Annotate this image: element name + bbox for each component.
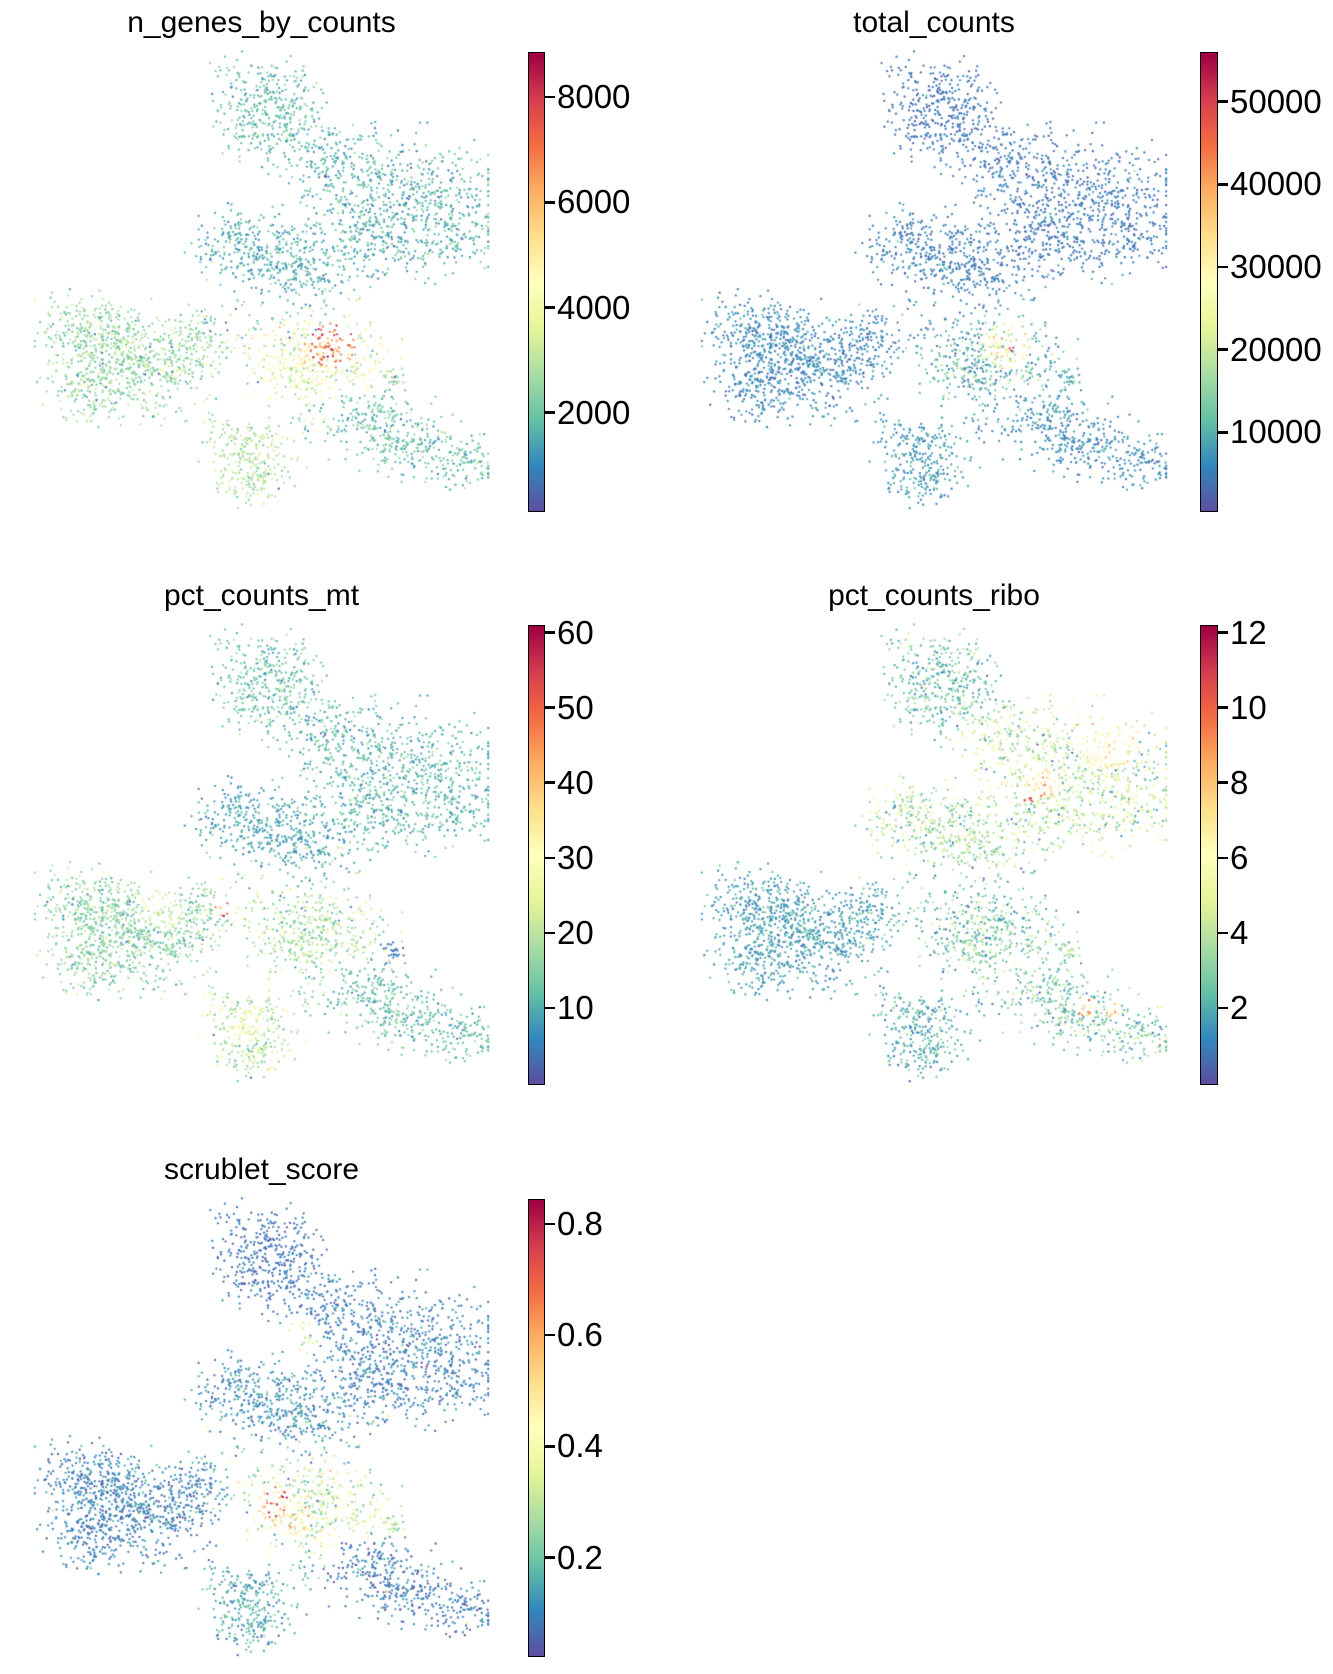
colorbar-tick	[545, 1222, 555, 1226]
colorbar-tick-label: 50000	[1230, 82, 1322, 120]
panel-scrublet-score: scrublet_score 0.2 0.4 0.6 0.8	[0, 1147, 666, 1674]
colorbar-tick-label: 40	[557, 763, 594, 801]
panel-pct-counts-mt: pct_counts_mt 10 20 30 40 50 60	[0, 573, 666, 1146]
umap-scatter-canvas	[700, 48, 1168, 510]
colorbar-tick	[545, 706, 555, 709]
colorbar-tick-label: 10	[1230, 688, 1267, 726]
colorbar-tick	[545, 306, 555, 309]
colorbar-tick	[545, 1445, 555, 1448]
colorbar-gradient	[528, 625, 545, 1085]
colorbar-gradient	[528, 52, 545, 512]
colorbar: 2 4 6 8 10 12	[1200, 614, 1330, 1085]
colorbar-tick	[1218, 931, 1228, 935]
panel-title: pct_counts_ribo	[828, 579, 1040, 612]
panel-title: scrublet_score	[163, 1153, 360, 1186]
colorbar-tick-label: 2	[1230, 988, 1249, 1026]
umap-scatter-canvas	[33, 621, 490, 1083]
colorbar-gradient	[528, 1199, 545, 1657]
panel-n-genes-by-counts: n_genes_by_counts 2000 4000 6000 8000	[0, 0, 666, 573]
colorbar-gradient	[1200, 625, 1218, 1085]
colorbar-tick-label: 60	[557, 613, 594, 651]
colorbar-tick	[545, 856, 555, 859]
colorbar-tick-label: 20000	[1230, 330, 1322, 368]
colorbar-tick-label: 40000	[1230, 165, 1322, 203]
colorbar-tick-label: 20	[557, 913, 594, 951]
colorbar-tick	[1218, 1006, 1228, 1010]
panel-title: total_counts	[853, 6, 1015, 39]
colorbar-tick	[1218, 348, 1228, 351]
colorbar-tick-label: 0.6	[557, 1316, 603, 1354]
colorbar-tick	[545, 1006, 555, 1010]
colorbar-tick	[1218, 781, 1228, 784]
colorbar-tick	[545, 411, 555, 414]
colorbar-tick	[545, 1556, 555, 1559]
colorbar-tick	[545, 931, 555, 935]
umap-scatter-canvas	[700, 621, 1168, 1083]
colorbar-gradient	[1200, 52, 1218, 512]
colorbar-tick-label: 0.8	[557, 1205, 603, 1243]
colorbar-tick-label: 50	[557, 688, 594, 726]
colorbar-tick	[1218, 183, 1228, 186]
colorbar-tick-label: 0.4	[557, 1427, 603, 1465]
colorbar-tick-label: 10000	[1230, 413, 1322, 451]
panel-title: n_genes_by_counts	[127, 6, 396, 39]
colorbar-tick-label: 6000	[557, 183, 631, 221]
colorbar-tick	[545, 631, 555, 634]
colorbar: 10 20 30 40 50 60	[528, 614, 658, 1085]
panel-title: pct_counts_mt	[163, 579, 360, 612]
colorbar: 0.2 0.4 0.6 0.8	[528, 1199, 658, 1657]
colorbar-tick	[1218, 856, 1228, 859]
colorbar-tick	[1218, 631, 1228, 634]
colorbar-tick	[545, 95, 555, 99]
colorbar-tick-label: 8000	[557, 78, 631, 116]
colorbar-tick-label: 4000	[557, 288, 631, 326]
colorbar-tick	[1218, 100, 1228, 103]
colorbar-tick	[1218, 431, 1228, 434]
colorbar-tick-label: 6	[1230, 838, 1249, 876]
colorbar-tick-label: 8	[1230, 763, 1249, 801]
panel-total-counts: total_counts 10000 20000 30000 40000 50000	[627, 0, 1322, 573]
colorbar-tick-label: 30	[557, 838, 594, 876]
colorbar-tick-label: 12	[1230, 613, 1267, 651]
umap-scatter-canvas	[33, 48, 490, 510]
colorbar-tick-label: 30000	[1230, 247, 1322, 285]
colorbar-tick-label: 0.2	[557, 1538, 603, 1576]
panel-pct-counts-ribo: pct_counts_ribo 2 4 6 8 10 12	[627, 573, 1293, 1146]
colorbar: 10000 20000 30000 40000 50000	[1200, 52, 1330, 512]
colorbar-tick	[1218, 706, 1228, 709]
colorbar-tick-label: 10	[557, 988, 594, 1026]
umap-scatter-canvas	[33, 1195, 490, 1657]
colorbar-tick-label: 2000	[557, 393, 631, 431]
colorbar: 2000 4000 6000 8000	[528, 52, 658, 512]
colorbar-tick	[545, 201, 555, 204]
colorbar-tick	[1218, 265, 1228, 269]
colorbar-tick-label: 4	[1230, 913, 1249, 951]
colorbar-tick	[545, 781, 555, 784]
colorbar-tick	[545, 1333, 555, 1337]
